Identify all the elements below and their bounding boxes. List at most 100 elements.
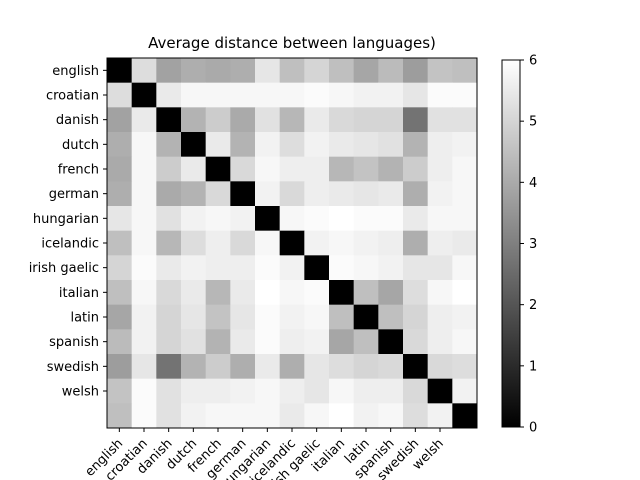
y-tick-label: croatian	[46, 89, 99, 104]
heatmap-cell	[230, 181, 256, 207]
heatmap-cell	[181, 132, 207, 158]
heatmap-cell	[353, 378, 379, 404]
heatmap-cell	[181, 58, 207, 84]
heatmap-cell	[255, 304, 281, 330]
heatmap-cell	[452, 206, 478, 232]
heatmap-cell	[255, 206, 281, 232]
heatmap-cell	[427, 132, 453, 158]
colorbar-tick-label: 4	[529, 176, 537, 191]
heatmap-cell	[156, 354, 182, 380]
heatmap-cell	[156, 156, 182, 182]
heatmap-cell	[181, 378, 207, 404]
heatmap-cell	[230, 378, 256, 404]
colorbar-tick-label: 3	[529, 237, 537, 252]
heatmap-cell	[329, 58, 355, 84]
heatmap-cell	[279, 329, 305, 355]
heatmap-cell	[378, 107, 404, 133]
heatmap-cell	[279, 354, 305, 380]
heatmap-cell	[427, 206, 453, 232]
heatmap-cell	[156, 230, 182, 256]
heatmap-cell	[205, 329, 231, 355]
heatmap-cell	[156, 181, 182, 207]
heatmap-cell	[107, 132, 133, 158]
heatmap-cell	[255, 107, 281, 133]
heatmap-cell	[230, 329, 256, 355]
y-tick-label: welsh	[62, 385, 99, 400]
heatmap-cell	[403, 206, 429, 232]
heatmap-cell	[131, 255, 157, 281]
heatmap-cell	[378, 329, 404, 355]
heatmap-cell	[304, 403, 330, 429]
heatmap-cell	[107, 280, 133, 306]
colorbar	[501, 59, 521, 428]
heatmap-cell	[304, 304, 330, 330]
heatmap-cell	[353, 181, 379, 207]
heatmap-cell	[181, 255, 207, 281]
heatmap-cell	[230, 304, 256, 330]
heatmap-cell	[205, 403, 231, 429]
colorbar-tick-label: 1	[529, 359, 537, 374]
heatmap-cell	[329, 156, 355, 182]
y-tick-label: italian	[59, 286, 99, 301]
heatmap-cell	[427, 304, 453, 330]
heatmap-cell	[156, 107, 182, 133]
heatmap-cell	[378, 230, 404, 256]
heatmap-cell	[255, 132, 281, 158]
chart-title: Average distance between languages)	[148, 34, 436, 52]
y-tick-label: danish	[56, 113, 99, 128]
x-axis: englishcroatiandanishdutchfrenchgermanhu…	[83, 428, 447, 480]
heatmap-cell	[205, 58, 231, 84]
heatmap-cell	[353, 403, 379, 429]
heatmap-cell	[329, 304, 355, 330]
y-tick-label: irish gaelic	[29, 261, 99, 276]
heatmap-cell	[181, 403, 207, 429]
heatmap-cell	[452, 354, 478, 380]
heatmap-cell	[353, 230, 379, 256]
heatmap-cell	[329, 378, 355, 404]
heatmap-cell	[156, 280, 182, 306]
heatmap-cell	[329, 82, 355, 108]
heatmap-cell	[353, 354, 379, 380]
heatmap-cell	[403, 280, 429, 306]
heatmap-cell	[107, 206, 133, 232]
heatmap-cell	[378, 181, 404, 207]
heatmap-cell	[205, 304, 231, 330]
heatmap-cell	[255, 82, 281, 108]
heatmap-cell	[107, 156, 133, 182]
heatmap-cell	[452, 329, 478, 355]
heatmap-cell	[205, 206, 231, 232]
heatmap-cell	[353, 304, 379, 330]
heatmap-cell	[304, 378, 330, 404]
heatmap-cell	[329, 255, 355, 281]
y-tick-label: swedish	[47, 360, 99, 375]
heatmap-cell	[205, 181, 231, 207]
colorbar-tick-label: 2	[529, 298, 537, 313]
heatmap-cell	[230, 206, 256, 232]
heatmap-cell	[329, 280, 355, 306]
heatmap-cell	[181, 82, 207, 108]
heatmap-cell	[452, 181, 478, 207]
heatmap-cell	[403, 403, 429, 429]
heatmap-cell	[156, 329, 182, 355]
heatmap-cell	[304, 230, 330, 256]
heatmap-cell	[329, 329, 355, 355]
heatmap-cell	[452, 304, 478, 330]
heatmap-cell	[452, 58, 478, 84]
heatmap-cell	[107, 329, 133, 355]
heatmap-cell	[403, 156, 429, 182]
heatmap-cell	[230, 280, 256, 306]
heatmap-cell	[427, 378, 453, 404]
heatmap-cell	[378, 132, 404, 158]
heatmap-cell	[378, 156, 404, 182]
heatmap-cell	[304, 82, 330, 108]
heatmap-cell	[205, 230, 231, 256]
heatmap-cell	[205, 280, 231, 306]
heatmap-cell	[378, 206, 404, 232]
heatmap-cell	[131, 132, 157, 158]
heatmap-cell	[427, 280, 453, 306]
heatmap-cell	[452, 255, 478, 281]
heatmap-cell	[353, 280, 379, 306]
heatmap-cell	[452, 156, 478, 182]
heatmap-cell	[131, 403, 157, 429]
heatmap-cell	[205, 378, 231, 404]
